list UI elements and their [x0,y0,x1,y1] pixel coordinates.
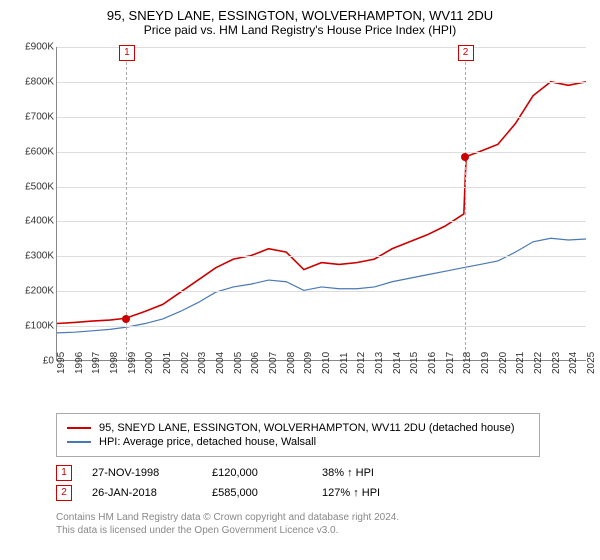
event-pct: 38% ↑ HPI [322,467,374,479]
legend-row-property: 95, SNEYD LANE, ESSINGTON, WOLVERHAMPTON… [67,422,529,434]
y-axis-label: £600K [10,146,54,157]
y-axis-label: £400K [10,216,54,227]
line-plot-svg [57,47,586,360]
x-axis-label: 1995 [56,352,67,374]
x-axis-label: 2001 [162,352,173,374]
legend-label: 95, SNEYD LANE, ESSINGTON, WOLVERHAMPTON… [99,422,515,434]
x-axis-label: 2022 [533,352,544,374]
x-axis-label: 2023 [551,352,562,374]
plot-region: 12 [56,47,586,361]
x-axis-label: 2019 [480,352,491,374]
chart-title: 95, SNEYD LANE, ESSINGTON, WOLVERHAMPTON… [10,8,590,23]
x-axis-label: 2008 [286,352,297,374]
x-axis-label: 2021 [515,352,526,374]
x-axis-label: 2004 [215,352,226,374]
x-axis-label: 2025 [586,352,597,374]
x-axis-label: 1997 [91,352,102,374]
event-price: £585,000 [212,487,302,499]
x-axis-label: 2020 [498,352,509,374]
x-axis-label: 2016 [427,352,438,374]
x-axis-label: 2018 [462,352,473,374]
y-axis-label: £800K [10,76,54,87]
x-axis-label: 2009 [303,352,314,374]
x-axis-label: 2000 [144,352,155,374]
x-axis-label: 1998 [109,352,120,374]
event-date: 26-JAN-2018 [92,487,192,499]
chart-subtitle: Price paid vs. HM Land Registry's House … [10,23,590,37]
footer-line1: Contains HM Land Registry data © Crown c… [56,511,590,524]
x-axis-label: 2024 [568,352,579,374]
y-axis-label: £200K [10,286,54,297]
footer-attribution: Contains HM Land Registry data © Crown c… [56,511,590,537]
event-dot-2 [461,153,469,161]
event-pct: 127% ↑ HPI [322,487,380,499]
series-hpi [57,238,586,333]
event-price: £120,000 [212,467,302,479]
event-marker-2: 2 [458,45,474,61]
x-axis-label: 2014 [392,352,403,374]
legend-label: HPI: Average price, detached house, Wals… [99,436,316,448]
chart-area: 12 £0£100K£200K£300K£400K£500K£600K£700K… [10,43,590,403]
event-row-1: 1 27-NOV-1998 £120,000 38% ↑ HPI [56,465,590,481]
y-axis-label: £500K [10,181,54,192]
legend-swatch [67,441,91,443]
y-axis-label: £900K [10,42,54,53]
x-axis-label: 2010 [321,352,332,374]
x-axis-label: 2011 [339,352,350,374]
event-vline [465,47,466,360]
x-axis-label: 2007 [268,352,279,374]
event-marker-1: 1 [119,45,135,61]
x-axis-label: 2012 [356,352,367,374]
x-axis-label: 2006 [250,352,261,374]
x-axis-label: 2015 [409,352,420,374]
event-id-box: 1 [56,465,72,481]
legend-swatch [67,427,91,429]
x-axis-label: 2002 [180,352,191,374]
y-axis-label: £100K [10,321,54,332]
x-axis-label: 2003 [197,352,208,374]
event-row-2: 2 26-JAN-2018 £585,000 127% ↑ HPI [56,485,590,501]
x-axis-label: 1996 [74,352,85,374]
x-axis-label: 2013 [374,352,385,374]
y-axis-label: £700K [10,111,54,122]
x-axis-label: 1999 [127,352,138,374]
event-vline [126,47,127,360]
legend-row-hpi: HPI: Average price, detached house, Wals… [67,436,529,448]
x-axis-label: 2005 [233,352,244,374]
event-id-box: 2 [56,485,72,501]
event-dot-1 [122,315,130,323]
y-axis-label: £0 [10,356,54,367]
footer-line2: This data is licensed under the Open Gov… [56,524,590,537]
x-axis-label: 2017 [445,352,456,374]
y-axis-label: £300K [10,251,54,262]
events-table: 1 27-NOV-1998 £120,000 38% ↑ HPI 2 26-JAN-201… [56,465,590,501]
legend-box: 95, SNEYD LANE, ESSINGTON, WOLVERHAMPTON… [56,413,540,457]
event-date: 27-NOV-1998 [92,467,192,479]
